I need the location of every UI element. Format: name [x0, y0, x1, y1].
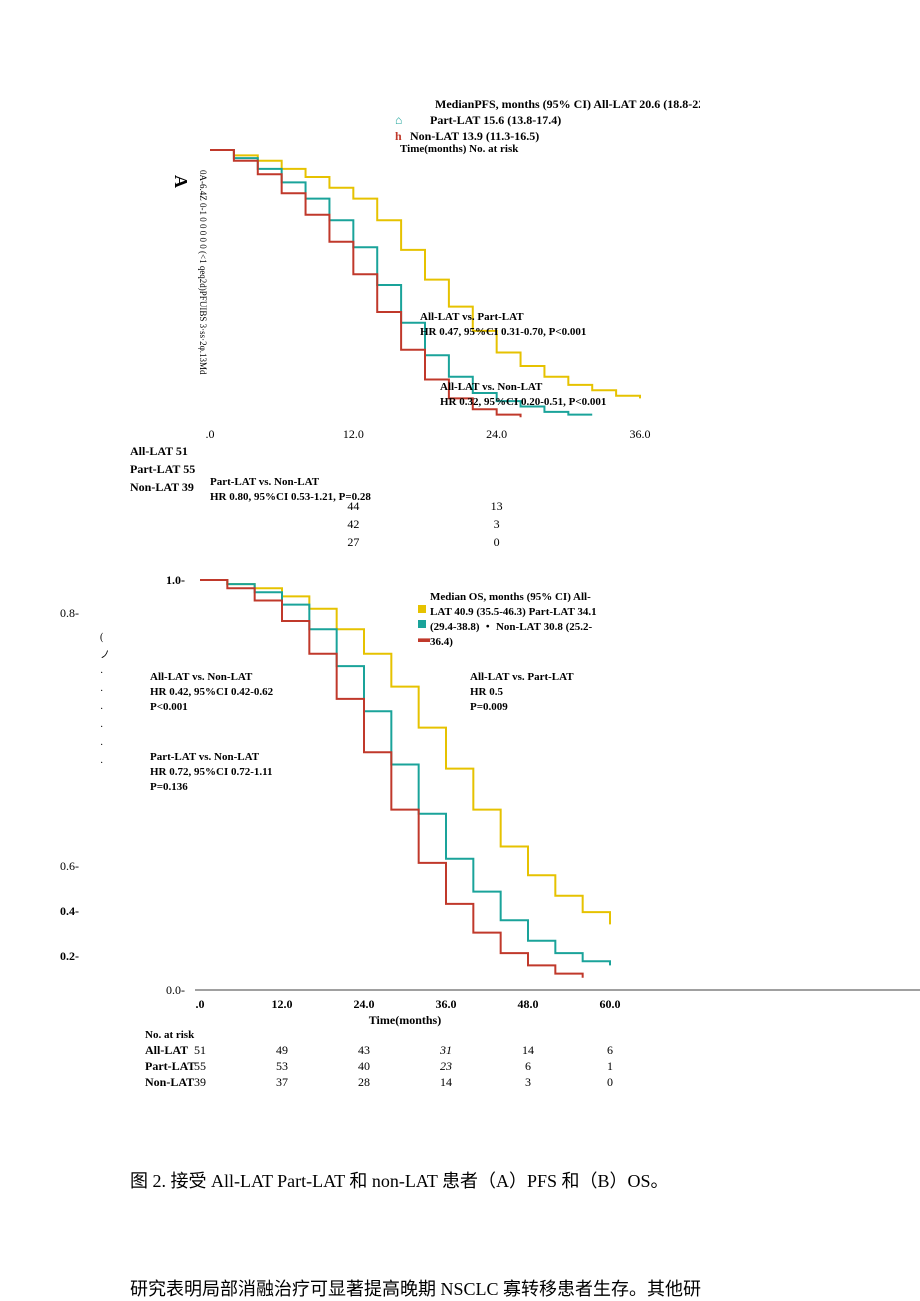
svg-text:h: h: [395, 129, 402, 143]
svg-text:40: 40: [358, 1059, 370, 1073]
svg-text:▬: ▬: [418, 631, 430, 645]
svg-text:28: 28: [358, 1075, 370, 1089]
svg-text:0: 0: [607, 1075, 613, 1089]
svg-text:All-LAT vs. Non-LAT: All-LAT vs. Non-LAT: [440, 381, 543, 393]
svg-text:Median OS, months (95% CI) All: Median OS, months (95% CI) All-: [430, 591, 591, 603]
svg-text:14: 14: [522, 1043, 534, 1057]
svg-text:A: A: [171, 175, 191, 188]
svg-text:All-LAT vs. Non-LAT: All-LAT vs. Non-LAT: [150, 671, 253, 683]
svg-text:Part-LAT vs. Non-LAT: Part-LAT vs. Non-LAT: [210, 476, 320, 488]
svg-text:All-LAT 51: All-LAT 51: [130, 444, 188, 458]
svg-text:43: 43: [358, 1043, 370, 1057]
svg-text:(29.4-38.8) ・ Non-LAT 30.8 (25: (29.4-38.8) ・ Non-LAT 30.8 (25.2-: [430, 621, 592, 633]
svg-text:⌂: ⌂: [395, 113, 402, 127]
svg-text:·: ·: [100, 686, 103, 697]
svg-text:·: ·: [100, 740, 103, 751]
svg-text:Non-LAT 13.9 (11.3-16.5): Non-LAT 13.9 (11.3-16.5): [410, 129, 539, 143]
svg-text:6: 6: [607, 1043, 613, 1057]
svg-text:·: ·: [100, 722, 103, 733]
svg-text:Part-LAT 15.6 (13.8-17.4): Part-LAT 15.6 (13.8-17.4): [430, 113, 561, 127]
svg-text:51: 51: [194, 1043, 206, 1057]
svg-text:·: ·: [100, 668, 103, 679]
svg-text:27: 27: [347, 535, 359, 549]
svg-text:HR 0.5: HR 0.5: [470, 686, 504, 698]
svg-text:0: 0: [494, 535, 500, 549]
svg-text:MedianPFS, months (95% CI) All: MedianPFS, months (95% CI) All-LAT 20.6 …: [435, 97, 700, 111]
svg-text:0A-6.4Z 0-1 0 0 0 0 0 (<1 qeq: 0A-6.4Z 0-1 0 0 0 0 0 (<1 qeq2d)PFUIBS 3…: [198, 170, 208, 375]
svg-text:Non-LAT: Non-LAT: [145, 1075, 194, 1089]
svg-text:0.4-: 0.4-: [60, 904, 79, 918]
svg-text:12.0: 12.0: [272, 997, 293, 1011]
svg-text:.0: .0: [196, 997, 205, 1011]
svg-text:Part-LAT vs. Non-LAT: Part-LAT vs. Non-LAT: [150, 751, 260, 763]
svg-text:55: 55: [194, 1059, 206, 1073]
svg-text:HR 0.32, 95%CI 0.20-0.51, P<0.: HR 0.32, 95%CI 0.20-0.51, P<0.001: [440, 396, 606, 408]
svg-text:Time(months): Time(months): [369, 1013, 441, 1027]
svg-text:14: 14: [440, 1075, 452, 1089]
svg-text:All-LAT vs. Part-LAT: All-LAT vs. Part-LAT: [470, 671, 574, 683]
svg-text:·: ·: [100, 758, 103, 769]
svg-text:49: 49: [276, 1043, 288, 1057]
svg-text:·: ·: [100, 704, 103, 715]
svg-text:(: (: [100, 632, 104, 643]
svg-text:P=0.136: P=0.136: [150, 781, 188, 793]
page: MedianPFS, months (95% CI) All-LAT 20.6 …: [0, 0, 920, 1301]
svg-text:ノ: ノ: [100, 650, 110, 661]
svg-text:HR 0.72, 95%CI 0.72-1.11: HR 0.72, 95%CI 0.72-1.11: [150, 766, 273, 778]
svg-text:3: 3: [494, 517, 500, 531]
svg-text:48.0: 48.0: [518, 997, 539, 1011]
svg-text:Part-LAT 55: Part-LAT 55: [130, 462, 195, 476]
svg-text:24.0: 24.0: [354, 997, 375, 1011]
body-paragraph: 研究表明局部消融治疗可显著提高晚期 NSCLC 寡转移患者生存。其他研: [130, 1275, 810, 1301]
svg-text:44: 44: [347, 499, 359, 513]
svg-text:Non-LAT 39: Non-LAT 39: [130, 480, 194, 494]
svg-text:31: 31: [439, 1043, 452, 1057]
svg-text:0.0-: 0.0-: [166, 983, 185, 997]
svg-text:1.0-: 1.0-: [166, 573, 185, 587]
svg-text:All-LAT: All-LAT: [145, 1043, 188, 1057]
svg-text:LAT 40.9 (35.5-46.3) Part-LAT: LAT 40.9 (35.5-46.3) Part-LAT 34.1: [430, 606, 597, 618]
svg-text:0.8-: 0.8-: [60, 606, 79, 620]
svg-text:42: 42: [347, 517, 359, 531]
svg-text:39: 39: [194, 1075, 206, 1089]
svg-text:37: 37: [276, 1075, 288, 1089]
svg-text:36.0: 36.0: [436, 997, 457, 1011]
svg-text:23: 23: [440, 1059, 452, 1073]
figure-caption: 图 2. 接受 All-LAT Part-LAT 和 non-LAT 患者（A）…: [130, 1160, 790, 1203]
panel-a: MedianPFS, months (95% CI) All-LAT 20.6 …: [0, 90, 700, 550]
svg-text:Time(months) No. at risk: Time(months) No. at risk: [400, 143, 519, 155]
svg-text:1: 1: [607, 1059, 613, 1073]
svg-text:HR 0.42, 95%CI 0.42-0.62: HR 0.42, 95%CI 0.42-0.62: [150, 686, 274, 698]
panel-b: 1.0- 0.8- 0.6- 0.4- 0.2- 0.0- ( ノ · · · · · · Median O…: [0, 560, 920, 1120]
svg-text:3: 3: [525, 1075, 531, 1089]
svg-text:P=0.009: P=0.009: [470, 701, 508, 713]
svg-text:13: 13: [491, 499, 503, 513]
svg-text:HR 0.47, 95%CI 0.31-0.70, P<0.: HR 0.47, 95%CI 0.31-0.70, P<0.001: [420, 326, 586, 338]
svg-text:36.0: 36.0: [630, 427, 651, 441]
svg-text:Part-LAT: Part-LAT: [145, 1059, 195, 1073]
svg-text:53: 53: [276, 1059, 288, 1073]
svg-text:All-LAT vs. Part-LAT: All-LAT vs. Part-LAT: [420, 311, 524, 323]
svg-text:36.4): 36.4): [430, 636, 453, 648]
svg-text:.0: .0: [206, 427, 215, 441]
svg-text:0.2-: 0.2-: [60, 949, 79, 963]
svg-text:12.0: 12.0: [343, 427, 364, 441]
svg-text:0.6-: 0.6-: [60, 859, 79, 873]
svg-text:6: 6: [525, 1059, 531, 1073]
svg-text:No. at risk: No. at risk: [145, 1029, 195, 1041]
svg-text:60.0: 60.0: [600, 997, 621, 1011]
svg-text:24.0: 24.0: [486, 427, 507, 441]
svg-text:P<0.001: P<0.001: [150, 701, 188, 713]
